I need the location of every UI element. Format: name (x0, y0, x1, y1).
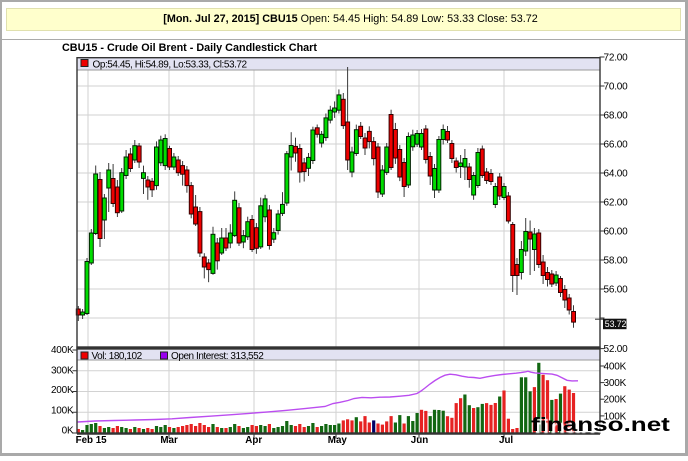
svg-text:52.00: 52.00 (604, 344, 629, 355)
svg-text:60.00: 60.00 (604, 227, 629, 238)
svg-text:400K: 400K (604, 362, 627, 373)
svg-text:68.00: 68.00 (604, 111, 629, 122)
svg-text:62.00: 62.00 (604, 198, 629, 209)
svg-text:Vol: 180,102: Vol: 180,102 (92, 351, 143, 362)
svg-text:400K: 400K (51, 345, 74, 356)
svg-text:72.00: 72.00 (604, 53, 629, 64)
svg-text:Op:54.45, Hi:54.89, Lo:53.33,: Op:54.45, Hi:54.89, Lo:53.33, Cl:53.72 (93, 59, 248, 70)
svg-text:300K: 300K (51, 366, 74, 377)
svg-text:58.00: 58.00 (604, 256, 629, 267)
svg-text:53.72: 53.72 (605, 319, 627, 329)
svg-text:70.00: 70.00 (604, 82, 629, 93)
svg-text:100K: 100K (51, 406, 74, 417)
svg-text:200K: 200K (604, 395, 627, 406)
svg-text:200K: 200K (51, 385, 74, 396)
svg-text:56.00: 56.00 (604, 285, 629, 296)
svg-text:0K: 0K (62, 426, 74, 437)
svg-text:300K: 300K (604, 378, 627, 389)
svg-text:Open Interest: 313,552: Open Interest: 313,552 (171, 351, 264, 362)
svg-text:100K: 100K (604, 411, 627, 422)
svg-text:66.00: 66.00 (604, 140, 629, 151)
svg-text:64.00: 64.00 (604, 169, 629, 180)
